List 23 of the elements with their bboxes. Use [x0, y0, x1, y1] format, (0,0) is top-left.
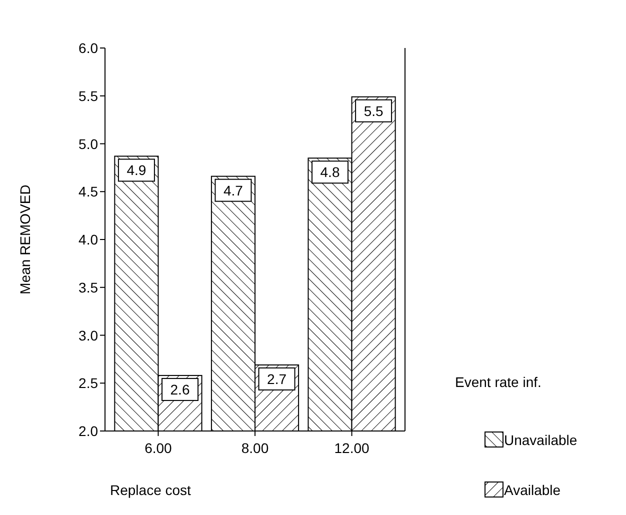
- x-tick-label: 6.00: [144, 440, 172, 456]
- data-label: 2.6: [170, 381, 190, 398]
- y-tick-label: 5.0: [78, 136, 98, 152]
- y-tick-label: 4.0: [78, 232, 98, 248]
- data-label: 5.5: [364, 102, 384, 119]
- y-tick-label: 2.5: [78, 375, 98, 392]
- legend-label: Available: [504, 482, 561, 498]
- legend-label: Unavailable: [504, 432, 578, 448]
- data-label: 2.7: [267, 370, 287, 387]
- legend-title: Event rate inf.: [455, 374, 542, 390]
- y-tick-label: 2.0: [78, 423, 98, 439]
- y-tick-label: 6.0: [78, 40, 98, 56]
- y-tick-label: 4.5: [78, 184, 98, 200]
- y-tick-label: 3.5: [78, 279, 98, 296]
- data-label: 4.8: [320, 164, 340, 180]
- data-label: 4.9: [126, 162, 146, 178]
- y-axis-title: Mean REMOVED: [17, 184, 33, 294]
- y-tick-label: 3.0: [78, 327, 98, 344]
- x-tick-label: 8.00: [241, 440, 269, 456]
- y-tick-label: 5.5: [78, 88, 98, 104]
- data-label: 4.7: [223, 182, 244, 198]
- x-tick-label: 12.00: [334, 440, 370, 456]
- x-axis-title: Replace cost: [110, 482, 192, 498]
